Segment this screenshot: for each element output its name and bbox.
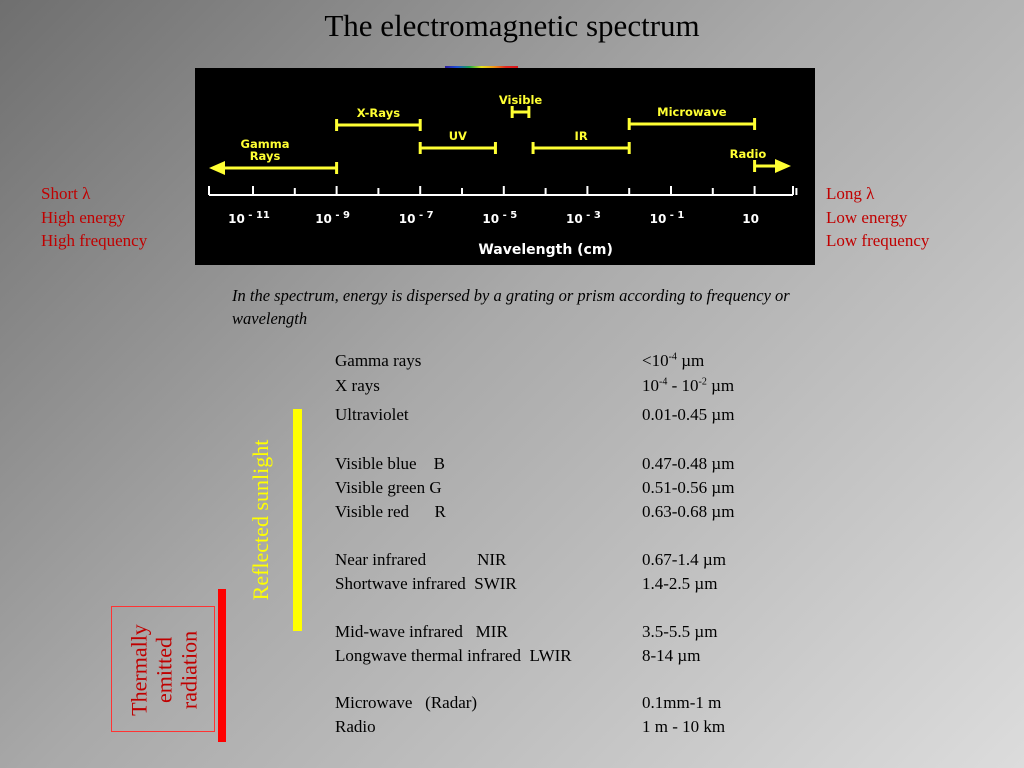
band-label: Microwave [657,105,727,119]
tick-label: 10 - 9 [315,210,350,226]
tick-label: 10 - 3 [566,210,601,226]
slide-title: The electromagnetic spectrum [324,8,700,43]
band-label: Rays [250,149,281,163]
band-name: Gamma rays [335,351,422,370]
range-unit: µm [676,351,705,370]
thermal-emission-text: Thermally emitted radiation [127,608,202,732]
left-arrow-head [209,161,225,175]
band-range: 1.4-2.5 µm [642,574,718,593]
short-lambda-text: Short λ [41,184,91,203]
tick-label: 10 - 5 [482,210,517,226]
low-energy-text: Low energy [826,207,908,227]
range-text: <10 [642,351,669,370]
band-name: Near infrared NIR [335,550,507,569]
tick-label: 10 [742,212,759,226]
band-name: Longwave thermal infrared LWIR [335,646,572,665]
band-range: 0.47-0.48 µm [642,454,735,473]
tick-label: 10 - 1 [650,210,685,226]
band-label: Visible [499,93,543,107]
band-range: 0.01-0.45 µm [642,405,735,424]
reflected-sunlight-bar [293,409,302,631]
band-name: X rays [335,376,380,395]
band-label: UV [449,129,467,143]
band-name: Radio [335,717,376,736]
band-name: Visible blue B [335,454,445,473]
band-range: 10-4 - 10-2 µm [642,376,734,396]
spectrum-caption: In the spectrum, energy is dispersed by … [232,286,790,328]
band-name: Shortwave infrared SWIR [335,574,517,593]
band-name: Visible red R [335,502,446,521]
long-wavelength-label: Long λ Low energy Low frequency [826,182,929,253]
band-range: 0.63-0.68 µm [642,502,735,521]
range-text: - 10 [667,376,699,395]
band-label: IR [575,129,588,143]
low-frequency-text: Low frequency [826,231,930,250]
band-label: Gamma [241,137,290,151]
high-energy-text: High energy [41,207,126,227]
band-range: 3.5-5.5 µm [642,622,718,641]
long-lambda-text: Long λ [826,184,875,203]
band-name: Ultraviolet [335,405,409,424]
band-range: 0.67-1.4 µm [642,550,726,569]
range-exponent: -2 [698,376,707,388]
range-unit: µm [706,376,735,395]
range-exponent: -4 [668,351,677,363]
band-name: Visible green G [335,478,442,497]
thermal-emission-bar [218,589,226,742]
band-name: Mid-wave infrared MIR [335,622,508,641]
band-label: X-Rays [357,106,400,120]
high-frequency-text: High frequency [41,231,148,250]
thermal-line: radiation [176,630,202,710]
band-name: Microwave (Radar) [335,693,478,712]
band-range: 0.1mm-1 m [642,693,722,712]
band-label: Radio [730,147,767,161]
thermal-line: Thermally [126,624,152,716]
axis-label: Wavelength (cm) [478,242,613,258]
tick-label: 10 - 11 [228,210,270,226]
right-arrow-head [775,159,791,173]
reflected-sunlight-text: Reflected sunlight [248,439,273,601]
band-range: 8-14 µm [642,646,701,665]
band-range: 1 m - 10 km [642,717,726,736]
tick-label: 10 - 7 [399,210,434,226]
band-range: 0.51-0.56 µm [642,478,735,497]
short-wavelength-label: Short λ High energy High frequency [41,182,147,253]
band-range: <10-4 µm [642,351,704,371]
range-exponent: -4 [659,376,668,388]
thermal-emission-box: Thermally emitted radiation [111,606,215,732]
range-text: 10 [642,376,659,395]
thermal-line: emitted [151,637,177,703]
